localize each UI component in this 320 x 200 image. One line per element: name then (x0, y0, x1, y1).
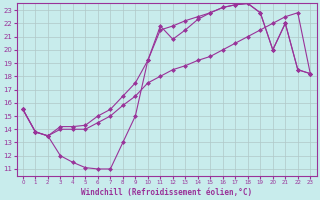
X-axis label: Windchill (Refroidissement éolien,°C): Windchill (Refroidissement éolien,°C) (81, 188, 252, 197)
